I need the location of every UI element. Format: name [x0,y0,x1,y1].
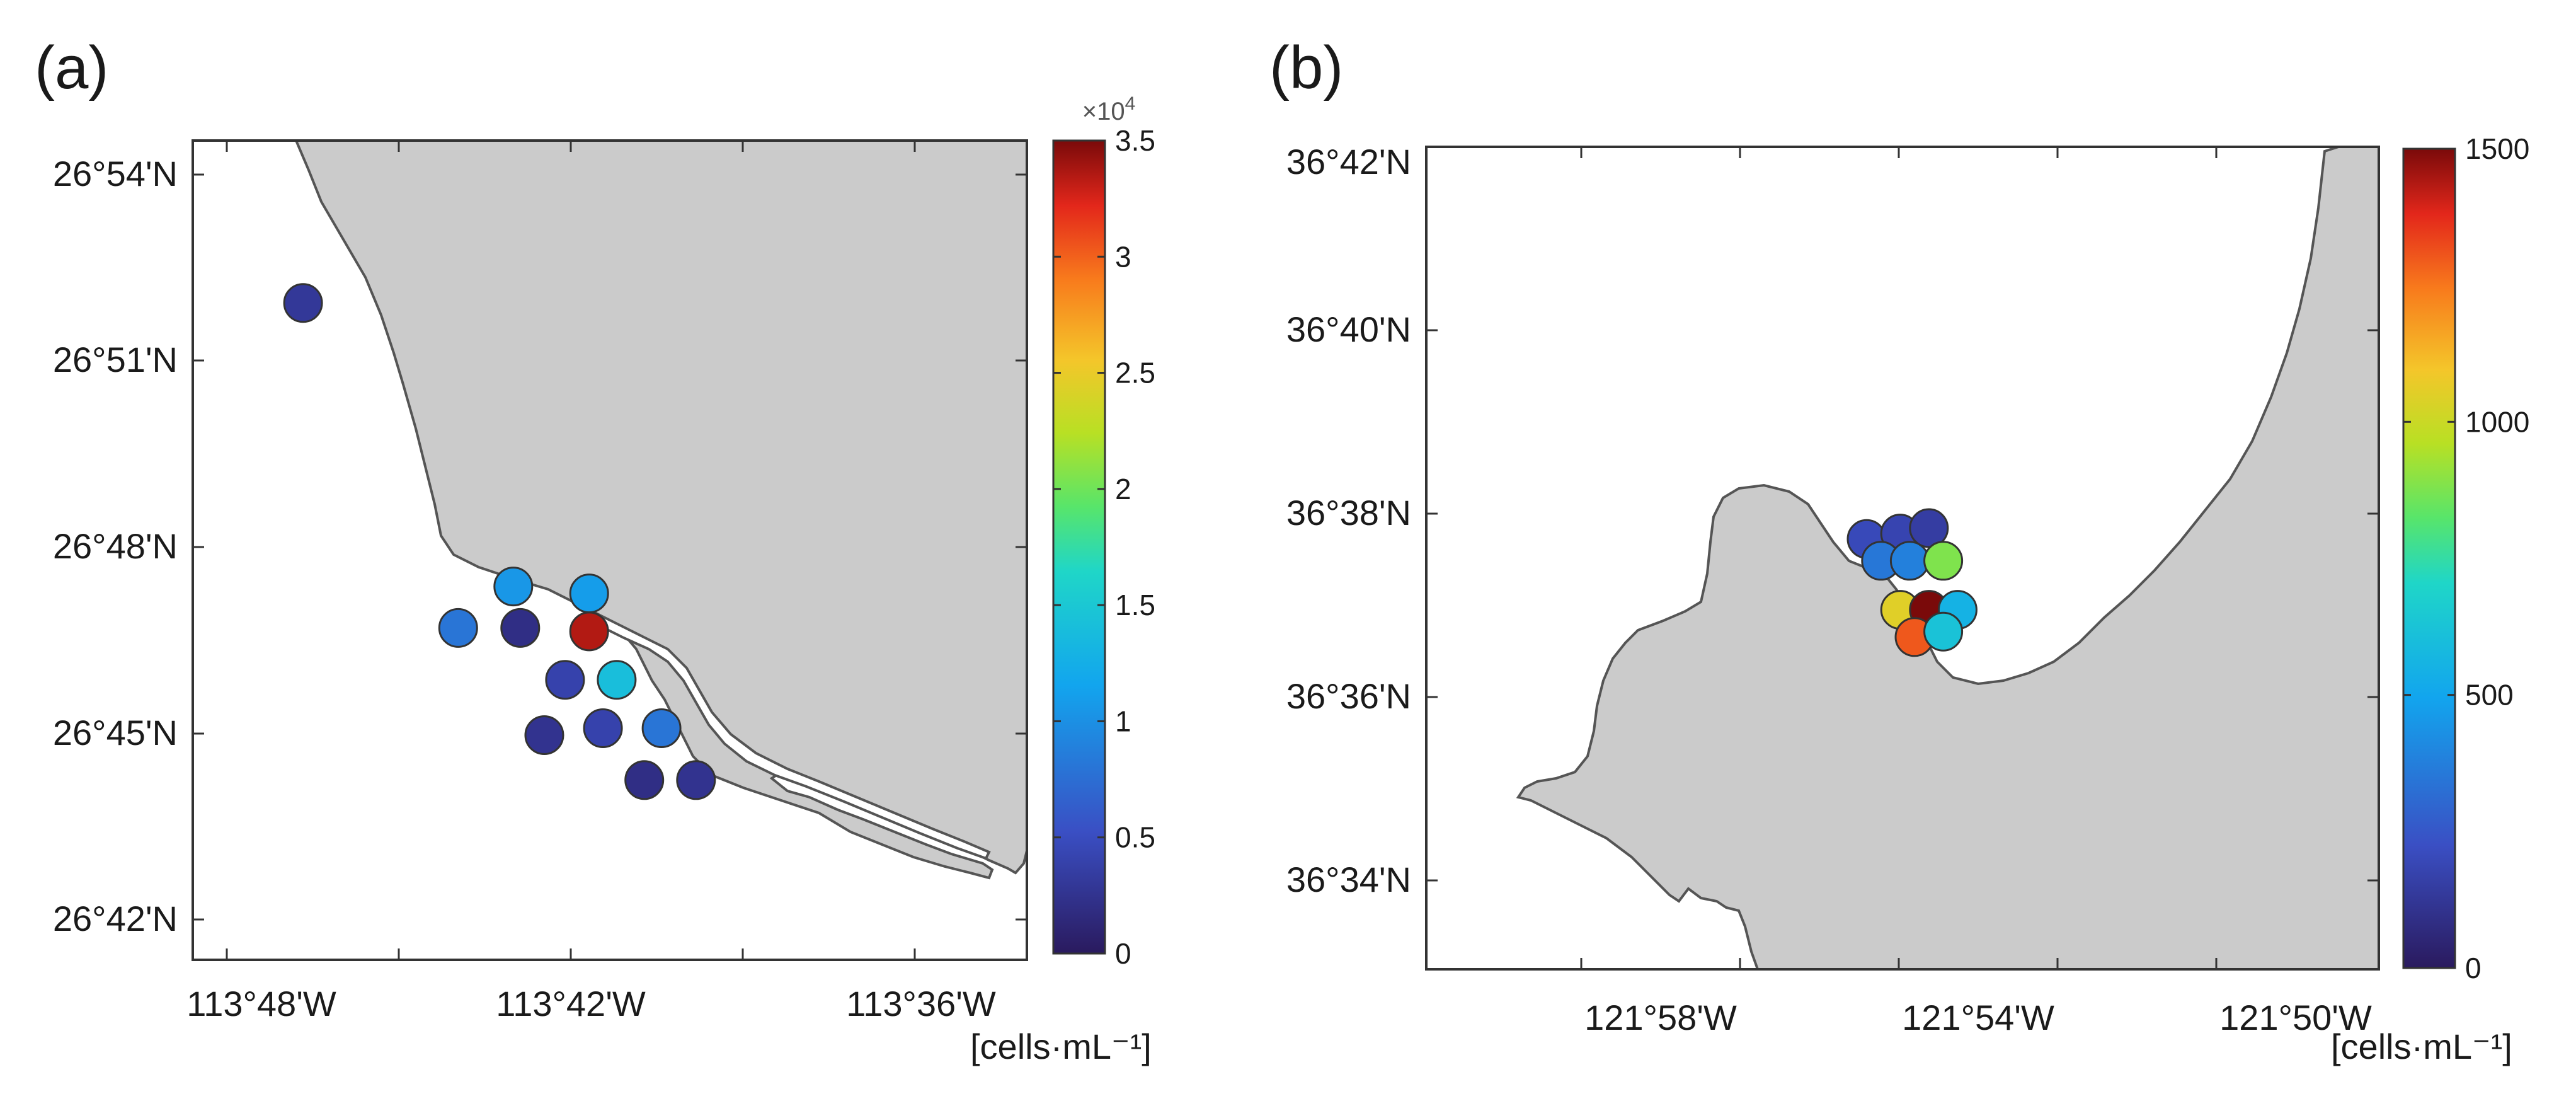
panel-b-colorbar-gradient [2402,147,2456,969]
station-marker [493,567,534,607]
colorbar-tick-label: 500 [2465,679,2514,712]
lat-tick-label: 26°48'N [53,526,178,566]
panel-b-ticks [1426,146,2379,969]
lat-tick-label: 36°36'N [1286,676,1411,716]
colorbar-tick-label: 1 [1115,705,1131,737]
panel-a-frame [192,139,1028,961]
lat-tick-label: 26°51'N [53,340,178,379]
lat-tick-label: 36°42'N [1286,142,1411,182]
panel-b-lat-tick-labels: 36°42'N 36°40'N 36°38'N 36°36'N 36°34'N [1286,142,1411,899]
panel-a-lat-tick-labels: 26°54'N 26°51'N 26°48'N 26°45'N 26°42'N [53,154,178,938]
lon-tick-label: 113°48'W [186,984,336,1023]
colorbar-tick-label: 1000 [2465,405,2529,438]
lat-tick-label: 26°54'N [53,154,178,193]
station-marker [641,708,682,748]
station-marker [283,283,323,323]
panel-a-colorbar: ×104 3.5 3 2.5 2 1.5 1 0.5 0 [cells·mL⁻¹] [970,93,1155,1066]
lat-tick-label: 26°42'N [53,899,178,938]
panel-b-lon-tick-labels: 121°58'W 121°54'W 121°50'W [1584,998,2372,1037]
station-marker [569,574,609,614]
panel-a-unit-label: [cells·mL⁻¹] [970,1027,1152,1066]
station-marker [500,608,541,648]
panel-b-land [1516,147,2379,969]
lat-tick-label: 36°34'N [1286,860,1411,899]
station-marker [1889,541,1930,581]
panel-b-frame [1425,146,2380,971]
colorbar-tick-label: 0 [2465,952,2482,984]
panel-a-lagoon [585,607,991,860]
station-marker [676,760,716,800]
colorbar-tick-label: 1.5 [1115,589,1155,621]
colorbar-tick-label: 1500 [2465,132,2529,165]
station-marker [1909,508,1949,548]
panel-a-colorbar-ticks: 3.5 3 2.5 2 1.5 1 0.5 0 [1053,124,1155,970]
lon-tick-label: 121°54'W [1902,998,2054,1037]
lon-tick-label: 113°36'W [846,984,996,1023]
panel-a: (a) 26°54'N 26°51'N 26°48'N 26°4 [35,34,1155,1066]
station-marker [438,608,478,648]
station-marker [524,715,564,755]
colorbar-tick-label: 0 [1115,937,1131,970]
colorbar-tick-label: 2.5 [1115,357,1155,389]
lon-tick-label: 113°42'W [496,984,646,1023]
station-marker [545,660,585,700]
panel-b-unit-label: [cells·mL⁻¹] [2331,1027,2512,1066]
panel-b-map [1426,147,2379,969]
panel-a-ticks [193,141,1027,960]
station-marker [583,708,623,748]
station-marker [569,611,609,652]
panel-b-stations [1846,508,1978,657]
colorbar-tick-label: 0.5 [1115,821,1155,854]
panel-a-colorbar-exponent: ×104 [1082,93,1136,125]
panel-b-colorbar: 1500 1000 500 0 [cells·mL⁻¹] [2331,132,2529,1066]
panel-a-label: (a) [35,34,108,101]
station-marker [624,760,665,800]
station-marker [1923,611,1964,652]
lat-tick-label: 36°38'N [1286,493,1411,533]
station-marker [1923,541,1964,581]
panel-a-colorbar-gradient [1052,139,1106,955]
panel-b-colorbar-ticks: 1500 1000 500 0 [2403,132,2529,984]
lon-tick-label: 121°50'W [2219,998,2372,1037]
station-marker [597,660,637,700]
colorbar-tick-label: 3.5 [1115,124,1155,157]
lat-tick-label: 26°45'N [53,713,178,752]
panel-a-stations [283,283,716,800]
panel-a-map [193,141,1027,960]
panel-b-label: (b) [1269,34,1343,101]
lon-tick-label: 121°58'W [1584,998,1737,1037]
panel-b: (b) 36°42'N 36°40'N 36°38'N 36°36'N 36°3… [1269,34,2529,1066]
panel-a-lon-tick-labels: 113°48'W 113°42'W 113°36'W [186,984,996,1023]
colorbar-tick-label: 3 [1115,240,1131,273]
colorbar-tick-label: 2 [1115,473,1131,505]
lat-tick-label: 36°40'N [1286,309,1411,349]
